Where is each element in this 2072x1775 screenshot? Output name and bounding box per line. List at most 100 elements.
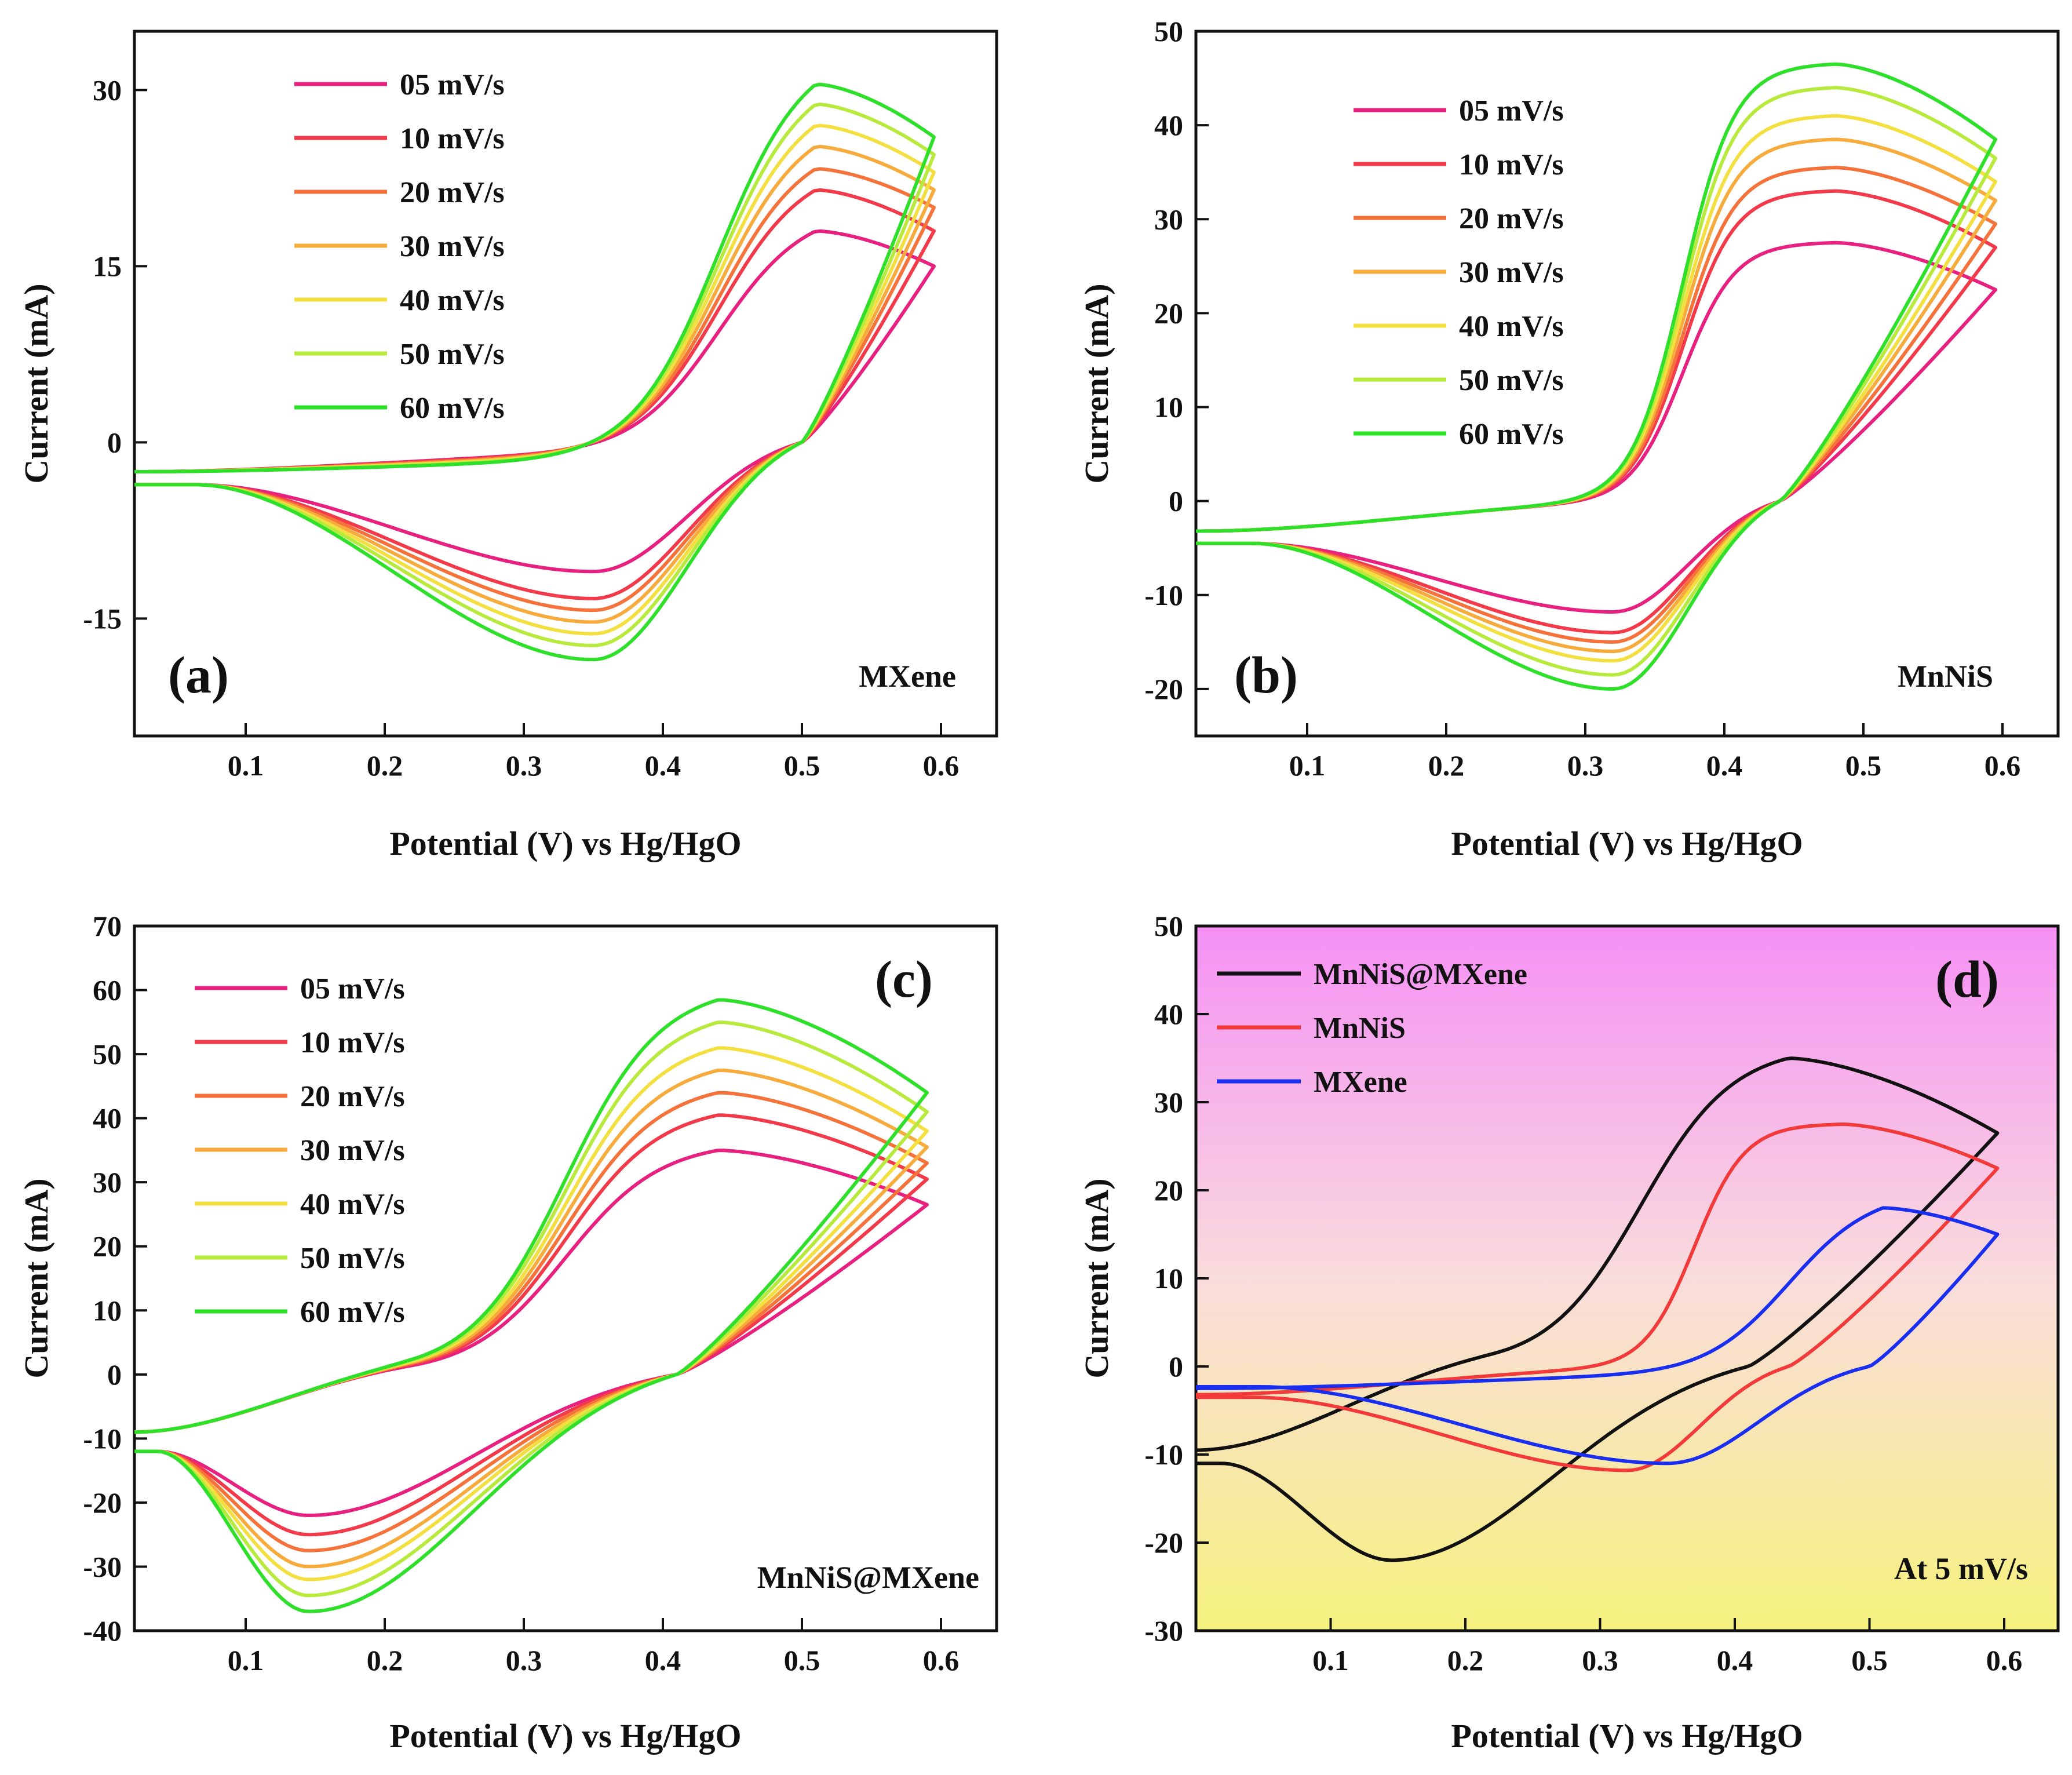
y-tick-label: -20 [83,1486,122,1519]
legend: 05 mV/s 10 mV/s 20 mV/s 30 mV/s 40 mV/s 50 mV… [1354,94,1564,451]
legend-item: MnNiS@MXene [1217,958,1527,991]
legend: 05 mV/s 10 mV/s 20 mV/s 30 mV/s 40 mV/s 50 mV… [294,68,505,425]
legend-label: 30 mV/s [300,1134,405,1167]
legend-item: 50 mV/s [195,1242,405,1275]
sample-label: At 5 mV/s [1894,1551,2028,1586]
y-tick-label: -10 [1144,579,1183,611]
legend-item: 20 mV/s [294,176,505,209]
legend-item: 60 mV/s [1354,418,1564,451]
legend-label: 50 mV/s [1459,364,1564,397]
panel-a: 0.1 0.2 0.3 0.4 0.5 0.6 -15 0 15 30 05 mV/s 10 mV/… [17,30,998,862]
legend-label: 10 mV/s [300,1026,405,1059]
legend-item: 60 mV/s [294,392,505,425]
y-tick-label: 10 [1154,391,1183,424]
tick-marks: 0.1 0.2 0.3 0.4 0.5 0.6 -15 0 15 30 [83,74,959,782]
legend-item: 40 mV/s [195,1188,405,1221]
y-tick-label: 50 [93,1038,122,1070]
tick-marks: 0.1 0.2 0.3 0.4 0.5 0.6 -30 -20 -10 0 10 20 30 40 50 [1144,910,2022,1676]
x-tick-label: 0.4 [1706,749,1743,782]
plot-area-frame [133,924,998,1632]
cv-curve-20-mv-s [134,167,936,613]
cv-curve-05-mv-s [134,229,936,574]
cv-curves [1196,1056,2000,1562]
legend-label: MnNiS [1314,1012,1406,1045]
x-tick-label: 0.3 [506,1644,542,1676]
y-tick-label: 30 [93,1166,122,1198]
legend-label: 20 mV/s [1459,202,1564,235]
tick-marks: 0.1 0.2 0.3 0.4 0.5 0.6 -40 -30 -20 -10 0 10 20 30 40 5… [83,910,959,1676]
x-axis-title: Potential (V) vs Hg/HgO [389,1717,741,1755]
x-axis-title: Potential (V) vs Hg/HgO [1451,1717,1803,1755]
cv-curve-30-mv-s [134,1069,929,1569]
x-tick-label: 0.1 [1289,749,1326,782]
panel-label: (b) [1234,647,1298,704]
y-axis-title: Current (mA) [1078,1178,1115,1378]
panel-label: (c) [875,951,933,1008]
legend-label: 05 mV/s [400,68,505,101]
y-tick-label: 20 [1154,297,1183,329]
plot-area-frame [133,30,998,738]
panel-label: (a) [168,647,229,704]
y-tick-label: 20 [1154,1174,1183,1207]
legend-label: 40 mV/s [1459,310,1564,343]
cv-curve-30-mv-s [134,144,936,624]
x-tick-label: 0.6 [923,749,960,782]
legend-item: MXene [1217,1066,1407,1099]
legend: 05 mV/s 10 mV/s 20 mV/s 30 mV/s 40 mV/s 50 mV… [195,972,405,1329]
panel-label: (d) [1935,951,1999,1008]
x-tick-label: 0.4 [645,1644,681,1676]
y-tick-label: 30 [1154,1086,1183,1118]
legend-label: 50 mV/s [400,338,505,371]
plot-background [1196,926,2058,1631]
x-tick-label: 0.6 [923,1644,960,1676]
panel-d: 0.1 0.2 0.3 0.4 0.5 0.6 -30 -20 -10 0 10 20 30 40 50 M… [1078,910,2060,1755]
y-tick-label: 50 [1154,910,1183,942]
legend-item: 60 mV/s [195,1296,405,1329]
x-tick-label: 0.5 [784,749,820,782]
legend-label: 30 mV/s [400,230,505,263]
legend-item: 20 mV/s [1354,202,1564,235]
cv-curve-20-mv-s [134,1091,929,1552]
x-tick-label: 0.2 [1428,749,1465,782]
cv-curve-10-mv-s [1196,189,1997,635]
y-tick-label: -20 [1144,673,1183,705]
x-tick-label: 0.4 [1717,1644,1753,1676]
cv-curve-50-mv-s [134,103,936,647]
x-tick-label: 0.3 [1567,749,1604,782]
legend-item: 05 mV/s [1354,94,1564,127]
x-tick-label: 0.5 [784,1644,820,1676]
y-tick-label: 0 [1169,1350,1183,1383]
x-axis-title: Potential (V) vs Hg/HgO [389,825,741,862]
cv-curve-40-mv-s [134,123,936,636]
y-tick-label: 0 [1169,485,1183,517]
cv-curves [134,998,929,1613]
legend-item: 05 mV/s [195,972,405,1005]
sample-label: MnNiS [1898,659,1993,694]
legend-label: 20 mV/s [400,176,505,209]
sample-label: MXene [859,659,956,694]
legend-label: 10 mV/s [1459,148,1564,181]
y-tick-label: 40 [93,1102,122,1135]
y-tick-label: -10 [1144,1438,1183,1471]
cv-curve-60-mv-s [134,82,936,662]
legend-label: 05 mV/s [300,972,405,1005]
y-tick-label: -40 [83,1614,122,1647]
cv-curve-mnnis-mxene [1196,1056,2000,1562]
y-tick-label: 30 [93,74,122,106]
x-tick-label: 0.5 [1851,1644,1888,1676]
legend-label: 05 mV/s [1459,94,1564,127]
legend-label: MXene [1314,1066,1407,1099]
legend-label: 60 mV/s [400,392,505,425]
cv-curve-10-mv-s [134,188,936,600]
cv-curve-40-mv-s [134,1046,929,1581]
y-tick-label: 0 [107,1358,122,1391]
legend-item: 10 mV/s [1354,148,1564,181]
legend-item: 30 mV/s [1354,256,1564,289]
x-tick-label: 0.1 [228,749,264,782]
legend-label: 60 mV/s [1459,418,1564,451]
x-tick-label: 0.6 [1985,749,2021,782]
panel-b: 0.1 0.2 0.3 0.4 0.5 0.6 -20 -10 0 10 20 30 40 50 05 m… [1078,15,2060,862]
y-tick-label: 20 [93,1230,122,1263]
cv-curve-20-mv-s [1196,166,1997,644]
